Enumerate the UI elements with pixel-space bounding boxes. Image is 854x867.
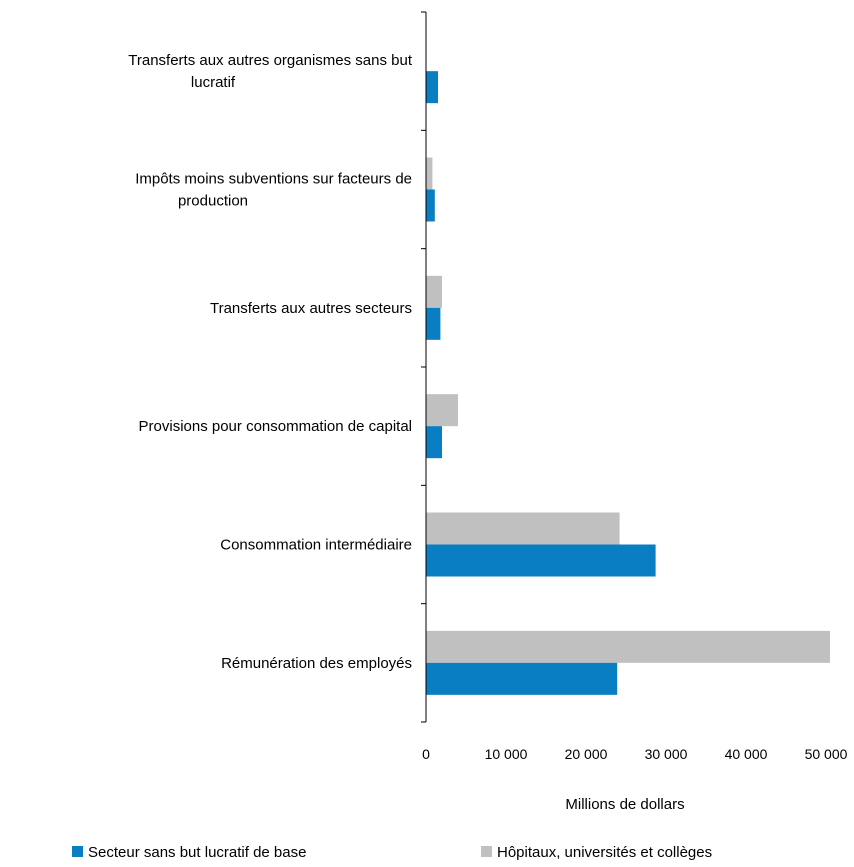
legend-swatch-hopitaux-universites-colleges [481,846,492,857]
x-tick-label: 20 000 [565,746,608,762]
bar-hopitaux-1 [426,157,433,190]
legend-label-hopitaux-universites-colleges: Hôpitaux, universités et collèges [497,844,712,861]
x-axis-title: Millions de dollars [565,796,684,813]
bar-secteur-5 [426,662,618,695]
category-label: Impôts moins subventions sur facteurs de [135,171,412,188]
legend-swatch-secteur-sans-but-lucratif [72,846,83,857]
bar-secteur-0 [426,71,438,104]
legend-label-secteur-sans-but-lucratif: Secteur sans but lucratif de base [88,844,306,861]
bar-hopitaux-2 [426,275,442,308]
category-label: Transferts aux autres secteurs [210,300,412,317]
bar-secteur-1 [426,189,435,222]
x-tick-label: 40 000 [725,746,768,762]
bars-group [426,71,830,695]
category-label: Provisions pour consommation de capital [139,418,412,435]
x-tick-label: 10 000 [485,746,528,762]
bar-secteur-3 [426,426,442,459]
legend: Secteur sans but lucratif de base Hôpita… [72,844,712,861]
category-label: production [178,193,248,210]
bar-secteur-4 [426,544,656,577]
bar-hopitaux-3 [426,394,458,427]
category-label: Consommation intermédiaire [220,537,412,554]
category-label: Rémunération des employés [221,655,412,672]
bar-secteur-2 [426,307,441,340]
axes-group [421,11,427,723]
x-tick-label: 50 000 [805,746,848,762]
category-label: lucratif [191,74,236,91]
bar-hopitaux-4 [426,512,620,545]
category-label: Transferts aux autres organismes sans bu… [128,52,413,69]
x-tick-label: 0 [422,746,430,762]
bar-hopitaux-5 [426,630,830,663]
category-labels: Transferts aux autres organismes sans bu… [128,52,413,672]
x-axis-tick-labels: 0 10 000 20 000 30 000 40 000 50 000 [422,746,848,762]
x-tick-label: 30 000 [645,746,688,762]
y-axis-ticks [421,11,426,723]
